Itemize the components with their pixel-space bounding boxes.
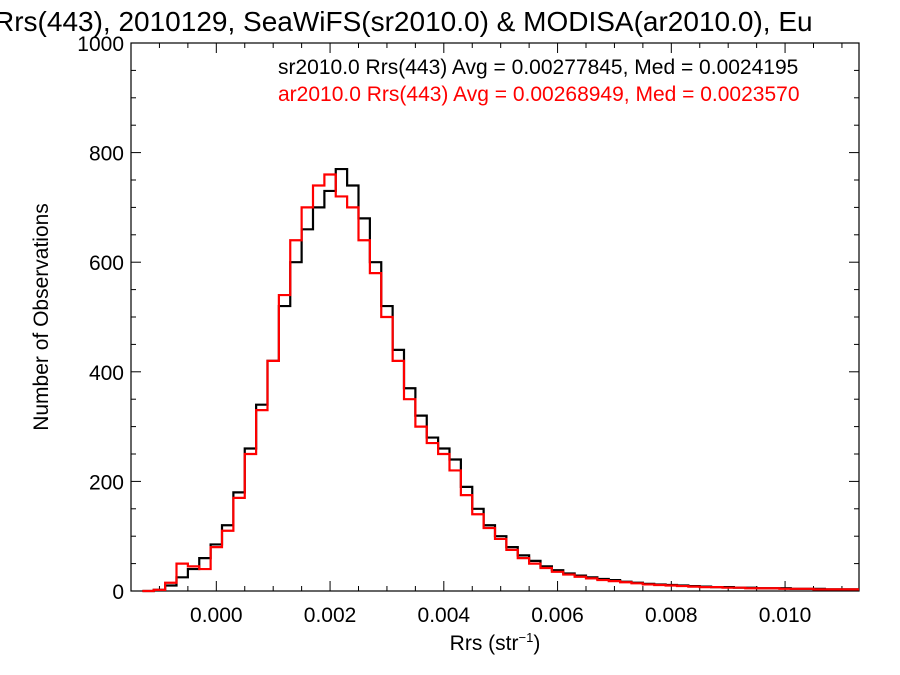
x-tick-label: 0.002 [304,604,357,627]
x-tick-labels: 0.000 0.002 0.004 0.006 0.008 0.010 [190,604,811,627]
annotation-sr: sr2010.0 Rrs(443) Avg = 0.00277845, Med … [278,56,798,79]
series-line-ar2010.0 [142,173,859,593]
y-tick-label: 0 [112,581,124,604]
y-axis-label: Number of Observations [30,203,53,431]
x-axis-label-sup: −1 [519,630,534,645]
y-tick-labels: 0 200 400 600 800 1000 [77,33,124,604]
x-tick-label: 0.006 [531,604,584,627]
y-tick-label: 1000 [77,33,124,56]
x-axis-label-end: ) [533,632,540,655]
x-tick-label: 0.004 [418,604,471,627]
axis-ticks [130,42,859,592]
chart-title: Rrs(443), 2010129, SeaWiFS(sr2010.0) & M… [0,6,813,37]
annotation-ar: ar2010.0 Rrs(443) Avg = 0.00268949, Med … [278,83,800,106]
series-layer [142,167,859,593]
x-tick-label: 0.008 [645,604,698,627]
y-tick-label: 400 [89,362,124,385]
x-tick-label: 0.000 [190,604,243,627]
y-tick-label: 600 [89,252,124,275]
y-tick-label: 200 [89,471,124,494]
y-tick-label: 800 [89,143,124,166]
x-tick-label: 0.010 [759,604,812,627]
x-axis-label: Rrs (str−1) [450,630,541,655]
x-axis-label-main: Rrs (str [450,632,519,655]
